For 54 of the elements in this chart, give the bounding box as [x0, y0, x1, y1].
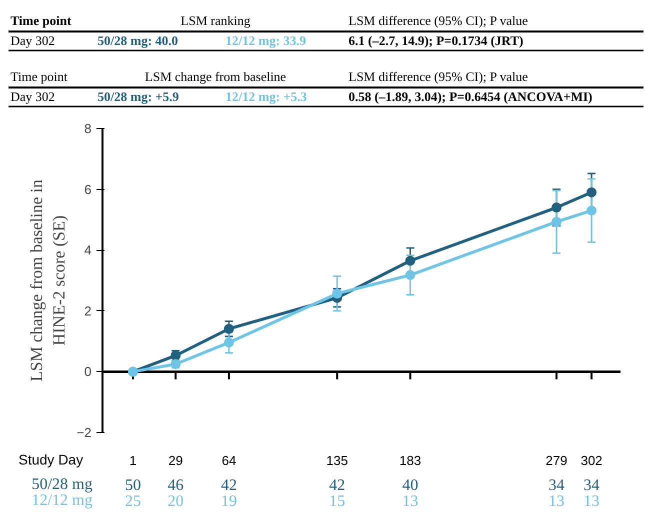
text: 50 — [124, 477, 141, 494]
text: 12/12 mg — [32, 492, 92, 509]
text: 13 — [548, 493, 565, 510]
text: LSM ranking — [180, 13, 251, 28]
text: 40 — [402, 477, 418, 494]
y-axis-title: LSM change from baseline in HINE-2 score (SE) — [26, 178, 69, 382]
text: 12/12 mg: 33.9 — [226, 33, 307, 48]
x-axis-title: Study Day — [18, 452, 84, 468]
text: 12/12 mg: +5.3 — [226, 89, 308, 104]
x-tick-label: 183 — [399, 453, 422, 468]
point — [552, 202, 562, 213]
text: 13 — [584, 493, 600, 510]
x-tick-label: 135 — [326, 453, 348, 468]
text: 34 — [548, 477, 565, 494]
y-tick-label: 6 — [84, 182, 92, 197]
text: LSM difference (95% CI); P value — [348, 13, 528, 28]
text: LSM change from baseline — [144, 69, 286, 84]
point — [224, 324, 234, 334]
x-tick-label: 64 — [222, 453, 236, 468]
point — [586, 206, 597, 216]
point — [332, 288, 342, 299]
x-tick-label: 29 — [168, 453, 183, 468]
point — [586, 187, 597, 198]
text: LSM difference (95% CI); P value — [348, 69, 528, 84]
text: Time point — [10, 69, 68, 84]
text: 0.58 (–1.89, 3.04); P=0.6454 (ANCOVA+MI) — [348, 89, 592, 104]
text: 19 — [220, 493, 237, 510]
x-tick-label: 279 — [546, 453, 568, 468]
y-tick-label: 4 — [84, 242, 92, 258]
text: Day 302 — [10, 33, 55, 48]
point — [552, 216, 562, 227]
text: 42 — [329, 477, 346, 494]
text: 13 — [402, 493, 418, 510]
text: 46 — [168, 477, 184, 494]
x-tick-label: 302 — [580, 453, 602, 468]
text: Time point — [10, 13, 72, 28]
text: 25 — [124, 493, 141, 510]
y-tick-label: 2 — [84, 303, 92, 318]
point — [405, 256, 416, 266]
text: 34 — [584, 477, 600, 494]
y-tick-label: 8 — [84, 121, 92, 136]
text: 15 — [329, 493, 346, 510]
text: 50/28 mg: 40.0 — [98, 33, 178, 48]
text: 50/28 mg: +5.9 — [98, 89, 180, 104]
point — [224, 338, 234, 348]
y-tick-label: 0 — [84, 364, 92, 380]
text: 50/28 mg — [32, 476, 92, 493]
text: Day 302 — [10, 89, 55, 104]
text: 6.1 (–2.7, 14.9); P=0.1734 (JRT) — [348, 33, 524, 48]
x-tick-label: 1 — [129, 453, 137, 468]
y-tick-label: −2 — [76, 425, 92, 440]
text: 20 — [168, 493, 184, 510]
text: 42 — [220, 477, 237, 494]
point — [405, 270, 416, 280]
